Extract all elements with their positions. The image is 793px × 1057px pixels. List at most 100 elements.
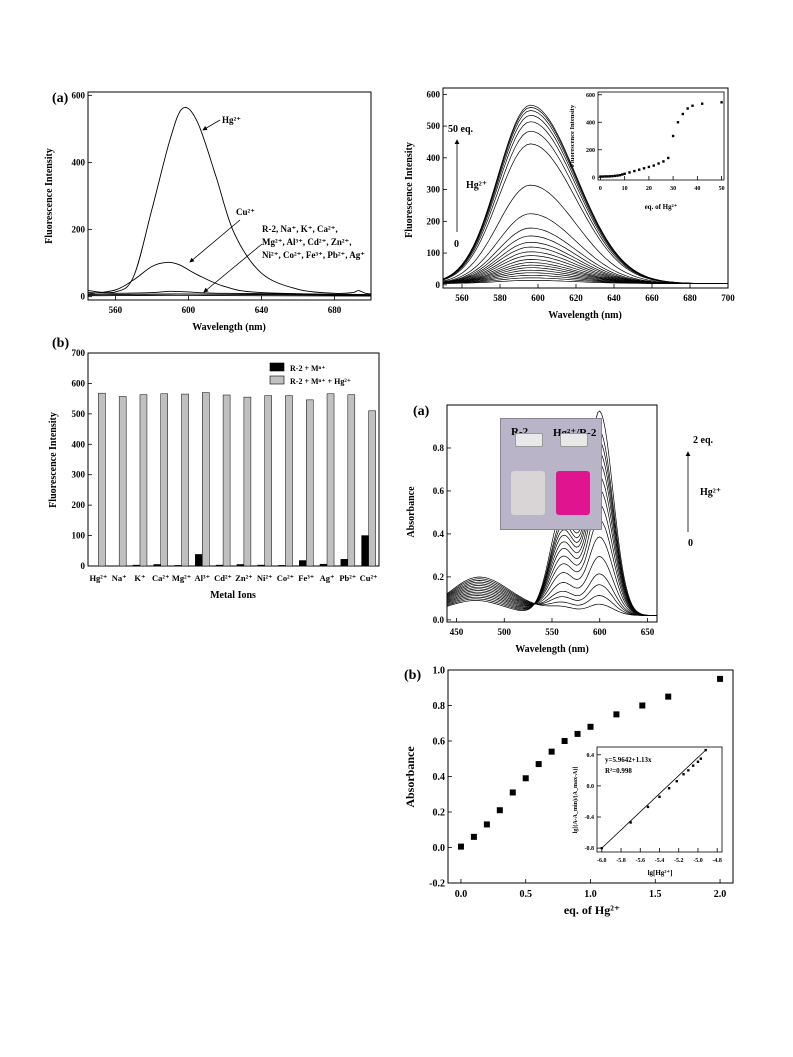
plot-frame bbox=[442, 87, 729, 289]
annotation-others: Ni²⁺, Co²⁺, Fe³⁺, Pb²⁺, Ag⁺ bbox=[262, 250, 365, 260]
data-point bbox=[457, 843, 464, 850]
panel-label: (a) bbox=[52, 91, 69, 106]
inset-x-label: lg[Hg²⁺] bbox=[648, 869, 673, 877]
annotation-cu: Cu²⁺ bbox=[236, 207, 255, 217]
inset-point bbox=[699, 757, 703, 760]
x-axis-ticks: 560 580 600 620 640 660 680 700 bbox=[455, 284, 735, 303]
bar-r2-m-hg bbox=[326, 393, 335, 567]
y-tick-label: 400 bbox=[72, 157, 86, 167]
data-point bbox=[522, 775, 529, 782]
absorbance-vs-equivalents-chart: (b) 0.0 0.5 1.0 1.5 2.0 -0.2 0.0 0.2 0.4 0.6 0.8 1… bbox=[403, 665, 734, 917]
bar-r2-m bbox=[319, 563, 328, 567]
y-tick-label: -0.2 bbox=[429, 878, 445, 889]
inset-point bbox=[601, 175, 605, 178]
absorbance-line bbox=[446, 556, 657, 616]
data-point bbox=[639, 702, 646, 709]
y-tick-label: 300 bbox=[72, 470, 86, 480]
y-tick-label: 1.0 bbox=[433, 665, 446, 676]
x-tick-label: 500 bbox=[498, 627, 512, 637]
x-tick-label: 0.0 bbox=[455, 889, 468, 900]
annotation-bottom: 0 bbox=[688, 538, 693, 549]
fluorescence-titration-chart: 560 580 600 620 640 660 680 700 010020030040050… bbox=[404, 87, 735, 321]
inset-point bbox=[667, 156, 670, 160]
inset-point bbox=[646, 805, 650, 809]
absorbance-line bbox=[446, 488, 657, 616]
x-tick-label: 1.5 bbox=[649, 889, 662, 900]
spectrum-line-cu bbox=[87, 261, 372, 296]
y-tick-label: 500 bbox=[72, 409, 86, 419]
x-axis-label: Wavelength (nm) bbox=[515, 644, 589, 655]
inset-point bbox=[623, 172, 626, 176]
data-point bbox=[496, 807, 503, 814]
absorbance-line bbox=[446, 440, 657, 616]
inset-ticks: 0 10 20 30 40 50 0 200 400 600 bbox=[586, 93, 725, 192]
plot-frame bbox=[87, 91, 372, 301]
x-axis-label: Metal Ions bbox=[210, 590, 256, 601]
x-tick-label: 560 bbox=[109, 305, 123, 315]
inset-point bbox=[633, 169, 636, 173]
x-axis-ticks: 560 600 640 680 bbox=[109, 296, 342, 315]
panel-label: (b) bbox=[404, 668, 421, 683]
category-label: Ag⁺ bbox=[320, 573, 335, 583]
x-tick-label: 10 bbox=[622, 186, 628, 192]
absorbance-line bbox=[446, 573, 657, 616]
absorbance-line bbox=[446, 503, 657, 616]
inset-point bbox=[681, 112, 685, 116]
annotation-ion: Hg²⁺ bbox=[700, 487, 721, 498]
y-tick-label: 0 bbox=[592, 175, 595, 181]
absorbance-line bbox=[446, 475, 657, 616]
absorbance-line bbox=[446, 576, 657, 616]
y-tick-label: 400 bbox=[586, 120, 595, 126]
y-tick-label: 600 bbox=[586, 93, 595, 99]
x-tick-label: 650 bbox=[641, 627, 655, 637]
x-tick-label: 20 bbox=[646, 186, 652, 192]
annotation-arrow bbox=[203, 243, 263, 293]
inset-ticks: -6.0 -5.8 -5.6 -5.4 -5.2 -5.0 -4.8 -0.8 -0.4 0.0 0… bbox=[585, 753, 722, 864]
spectra-curves bbox=[87, 106, 372, 297]
spectrum-line-hg bbox=[87, 106, 372, 295]
inset-y-label: Fluorescence Intensity bbox=[569, 104, 576, 167]
titration-line bbox=[442, 104, 728, 284]
annotation-top: 50 eq. bbox=[448, 124, 474, 135]
bar-r2-m bbox=[236, 564, 245, 567]
bar-r2-m-hg bbox=[118, 396, 127, 567]
data-point bbox=[574, 730, 581, 737]
category-label: Hg²⁺ bbox=[89, 573, 107, 583]
y-tick-label: 500 bbox=[427, 121, 441, 131]
x-tick-label: 550 bbox=[545, 627, 559, 637]
data-point bbox=[535, 761, 542, 768]
scatter-points bbox=[457, 675, 724, 850]
absorbance-line bbox=[446, 451, 657, 616]
category-label: Ni²⁺ bbox=[257, 573, 273, 583]
inset-scatter bbox=[599, 101, 723, 178]
inset-point bbox=[652, 164, 655, 167]
annotation-arrow bbox=[189, 219, 241, 263]
inset-point bbox=[608, 175, 612, 178]
y-axis-ticks: 0 100 200 300 400 500 600 700 bbox=[72, 348, 92, 571]
data-point bbox=[561, 738, 568, 744]
spectrum-line-m2 bbox=[87, 293, 372, 296]
y-tick-label: -0.4 bbox=[585, 815, 595, 821]
data-point bbox=[470, 833, 477, 840]
bar-r2-m-hg bbox=[181, 393, 189, 567]
category-label: Cu²⁺ bbox=[360, 573, 378, 583]
inset-frame bbox=[597, 91, 725, 181]
bar-r2-m-hg bbox=[139, 394, 148, 567]
y-axis-ticks: 0.0 0.2 0.4 0.6 0.8 bbox=[433, 443, 451, 625]
bar-r2-m bbox=[195, 554, 203, 567]
bar-r2-m bbox=[340, 559, 349, 567]
x-tick-label: 580 bbox=[493, 293, 507, 303]
inset-point bbox=[696, 760, 700, 763]
vial-solution-colorless bbox=[511, 471, 545, 515]
y-tick-label: 700 bbox=[72, 348, 86, 358]
legend-label-r2-m: R-2 + Mⁿ⁺ bbox=[290, 364, 326, 373]
x-tick-label: 640 bbox=[255, 305, 269, 315]
absorbance-curves bbox=[446, 410, 657, 616]
fluorescence-spectra-selectivity-chart: (a) 560 600 640 680 0 200 400 600 Wavelength (… bbox=[44, 90, 372, 333]
inset-point bbox=[667, 787, 671, 790]
data-point bbox=[613, 711, 620, 718]
inset-point bbox=[671, 134, 675, 138]
absorbance-line bbox=[446, 578, 657, 616]
inset-point bbox=[642, 167, 646, 170]
inset-point bbox=[621, 173, 624, 176]
